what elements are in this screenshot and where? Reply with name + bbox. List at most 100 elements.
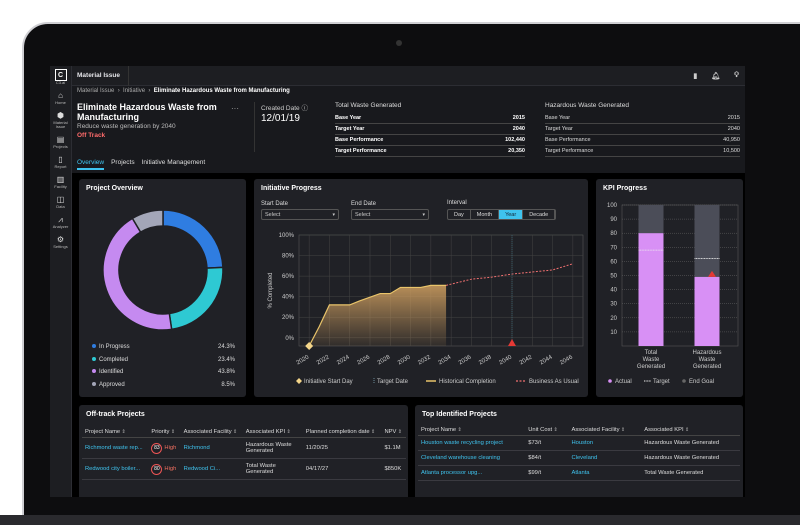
- sidebar-item-report[interactable]: ▯ Report: [50, 156, 71, 169]
- card-title: Off-track Projects: [86, 411, 145, 418]
- kpi-progress-card: KPI Progress 10 20 30 40 50 60 70 80 90 100 Total W…: [596, 179, 743, 397]
- sidebar-item-data[interactable]: ◫ Data: [50, 196, 71, 209]
- sidebar-item-label: Facility: [54, 184, 67, 189]
- initiative-progress-card: Initiative Progress Start Date Select En…: [254, 179, 588, 397]
- kpi-table-hazardous-waste: Hazardous Waste Generated Base Year 2015 Ta…: [545, 102, 740, 157]
- legend-actual-icon: [608, 379, 612, 383]
- donut-slice-approved: [131, 209, 164, 234]
- table-row[interactable]: Houston waste recycling project $73/t Hous…: [418, 435, 740, 451]
- page-subtitle: Reduce waste generation by 2040: [77, 123, 176, 130]
- sort-icon[interactable]: ⇕: [552, 427, 558, 433]
- lightbulb-icon[interactable]: 💡︎: [734, 71, 739, 79]
- tab-overview[interactable]: Overview: [77, 159, 105, 170]
- column-header[interactable]: Associated Facility ⇕: [568, 425, 642, 436]
- more-options-icon[interactable]: ···: [231, 104, 239, 113]
- sort-icon[interactable]: ⇕: [619, 427, 626, 433]
- sort-icon[interactable]: ⇕: [369, 429, 376, 435]
- sort-icon[interactable]: ⇕: [396, 429, 402, 435]
- sidebar-item-facility[interactable]: ▥ Facility: [50, 176, 71, 189]
- created-label: Created Date: [261, 105, 300, 112]
- logo[interactable]: C C3.ai: [50, 69, 71, 85]
- sort-icon[interactable]: ⇕: [683, 427, 690, 433]
- table-row[interactable]: Redwood city boiler... 80 High Redwood Ci..…: [82, 458, 406, 480]
- column-label: Unit Cost: [528, 427, 553, 433]
- interval-year[interactable]: Year: [499, 210, 524, 219]
- facility-link[interactable]: Cleveland: [568, 450, 642, 466]
- top-projects-card: Top Identified Projects Project Name ⇕ Un…: [415, 405, 743, 497]
- interval-decade[interactable]: Decade: [523, 210, 556, 219]
- sidebar-item-label: Analyzer: [52, 224, 69, 229]
- page-title: Eliminate Hazardous Waste from Manufactu…: [77, 102, 217, 122]
- y-tick-label: 40%: [282, 295, 295, 301]
- column-header[interactable]: Project Name ⇕: [82, 427, 149, 438]
- interval-month[interactable]: Month: [471, 210, 500, 219]
- project-name-link[interactable]: Houston waste recycling project: [418, 435, 526, 451]
- project-name-link[interactable]: Richmond waste rep...: [82, 437, 149, 459]
- facility-link[interactable]: Richmond: [180, 437, 243, 459]
- sidebar-item-settings[interactable]: ⚙ Settings: [50, 236, 71, 249]
- sort-icon[interactable]: ⇕: [456, 427, 462, 433]
- breadcrumb-initiative[interactable]: Initiative: [123, 88, 146, 94]
- column-header[interactable]: Unit Cost ⇕: [525, 425, 569, 436]
- row-label: Base Performance: [335, 137, 384, 143]
- bell-icon[interactable]: 🔔︎: [711, 72, 721, 80]
- donut-slice-identified: [102, 217, 173, 331]
- laptop-base: [0, 515, 800, 525]
- sidebar-item-projects[interactable]: ▤ Projects: [50, 136, 71, 149]
- start-date-select[interactable]: Select: [261, 209, 339, 220]
- row-label: Target Performance: [545, 148, 594, 154]
- card-title: Project Overview: [86, 185, 143, 192]
- sort-icon[interactable]: ⇕: [285, 429, 291, 435]
- facility-link[interactable]: Atlanta: [568, 465, 642, 481]
- x-tick-label: 2038: [478, 354, 493, 366]
- column-header[interactable]: Planned completion date ⇕: [302, 427, 382, 438]
- kpi-cell: Total Waste Generated: [641, 465, 740, 481]
- interval-day[interactable]: Day: [448, 210, 471, 219]
- info-icon[interactable]: ⓘ: [301, 105, 308, 112]
- project-name-link[interactable]: Cleveland warehouse cleaning: [418, 450, 526, 466]
- facility-link[interactable]: Redwood Ci...: [180, 458, 243, 480]
- kpi-table-row: Target Year 2040: [335, 124, 525, 135]
- legend-label: Actual: [615, 379, 632, 385]
- sidebar-item-analyzer[interactable]: ⩘ Analyzer: [50, 216, 71, 229]
- column-header[interactable]: Priority ⇕: [148, 427, 181, 438]
- end-date-label: End Date: [351, 201, 377, 207]
- legend-label: Completed: [99, 356, 129, 363]
- table-row[interactable]: Richmond waste rep... 83 High Richmond Hazar…: [82, 437, 406, 459]
- kpi-table-row: Base Performance 102,440: [335, 135, 525, 146]
- top-projects-table: Project Name ⇕ Unit Cost ⇕ Associated Faci…: [418, 425, 740, 481]
- x-tick-label: 2020: [296, 354, 311, 366]
- sidebar-item-material-issue[interactable]: ⬢ Material Issue: [50, 112, 71, 129]
- tab-initiative-management[interactable]: Initiative Management: [141, 159, 206, 166]
- column-header[interactable]: Associated KPI ⇕: [242, 427, 303, 438]
- sort-icon[interactable]: ⇕: [120, 429, 126, 435]
- start-date-label: Start Date: [261, 201, 289, 207]
- column-header[interactable]: NPV ⇕: [381, 427, 406, 438]
- table-row[interactable]: Cleveland warehouse cleaning $84/t Clevela…: [418, 450, 740, 466]
- bookmark-icon[interactable]: ▮: [693, 72, 698, 80]
- project-name-link[interactable]: Atlanta processor upg...: [418, 465, 526, 481]
- legend-dot: [92, 344, 96, 348]
- row-label: Target Year: [335, 126, 365, 132]
- breadcrumb-material-issue[interactable]: Material Issue: [77, 88, 115, 94]
- legend-dot: [92, 381, 96, 386]
- sort-icon[interactable]: ⇕: [169, 429, 176, 435]
- legend-item: Completed 23.4%: [92, 356, 235, 363]
- top-bar: Material Issue ▮ 🔔︎ 💡︎: [72, 66, 745, 86]
- tab-projects[interactable]: Projects: [111, 159, 135, 166]
- warning-icon: [708, 270, 716, 277]
- column-header[interactable]: Associated KPI ⇕: [641, 425, 740, 436]
- end-date-select[interactable]: Select: [351, 209, 429, 220]
- table-row[interactable]: Atlanta processor upg... $99/t Atlanta Tota…: [418, 465, 740, 481]
- x-tick-label: 2036: [458, 354, 473, 366]
- gear-icon: ⚙: [56, 235, 65, 244]
- legend-item: In Progress 24.3%: [92, 344, 235, 350]
- app-title: Material Issue: [77, 66, 129, 86]
- facility-link[interactable]: Houston: [568, 435, 642, 451]
- column-header[interactable]: Project Name ⇕: [418, 425, 526, 436]
- sidebar-item-home[interactable]: ⌂ Home: [50, 92, 71, 105]
- x-tick-label: 2034: [438, 354, 453, 366]
- sort-icon[interactable]: ⇕: [231, 429, 238, 435]
- project-name-link[interactable]: Redwood city boiler...: [82, 458, 149, 480]
- column-header[interactable]: Associated Facility ⇕: [180, 427, 243, 438]
